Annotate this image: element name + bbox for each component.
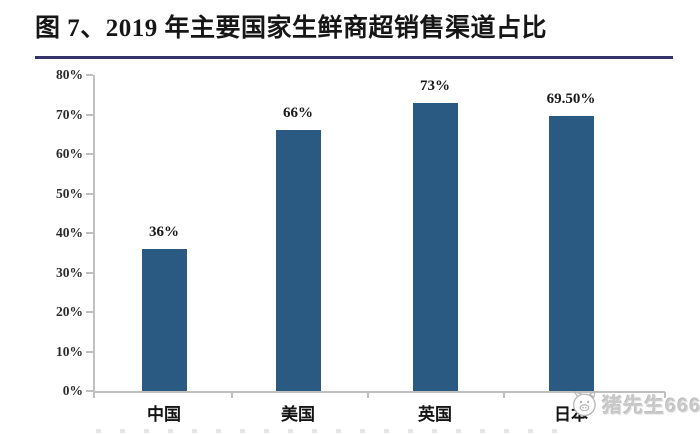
watermark-text: 猪先生666 xyxy=(602,395,700,417)
y-tick-label: 70% xyxy=(56,106,83,122)
bar-value-label: 66% xyxy=(283,105,313,122)
title-underline xyxy=(35,56,673,59)
bar xyxy=(141,248,187,391)
x-axis-line xyxy=(93,391,665,393)
figure-title: 图 7、2019 年主要国家生鲜商超销售渠道占比 xyxy=(35,15,548,42)
y-tick-label: 60% xyxy=(56,146,83,161)
y-tick-label: 20% xyxy=(56,304,83,319)
x-tick xyxy=(503,392,505,398)
y-tick xyxy=(86,74,93,76)
bar xyxy=(548,116,594,391)
y-axis-line xyxy=(93,75,95,391)
y-tick-label: 80% xyxy=(56,67,83,82)
x-tick xyxy=(93,392,95,398)
x-tick xyxy=(664,392,666,398)
category-label: 美国 xyxy=(281,405,315,424)
y-tick xyxy=(86,350,93,353)
y-tick xyxy=(86,271,93,274)
bar-value-label: 69.50% xyxy=(546,91,596,108)
y-tick xyxy=(86,311,93,313)
pig-face-icon xyxy=(573,390,596,416)
watermark: 猪先生666 xyxy=(570,389,700,418)
y-tick-label: 10% xyxy=(56,343,83,359)
y-tick-label: 30% xyxy=(56,264,83,280)
bar-value-label: 36% xyxy=(149,223,179,240)
y-tick-label: 0% xyxy=(62,383,83,398)
y-tick xyxy=(86,232,93,234)
category-label: 中国 xyxy=(147,405,181,424)
y-tick-label: 40% xyxy=(56,225,83,240)
cutoff-text-fragment xyxy=(96,429,564,433)
y-tick xyxy=(86,192,93,195)
x-tick xyxy=(231,392,233,398)
y-tick xyxy=(86,113,93,116)
bar xyxy=(412,102,458,391)
category-label: 英国 xyxy=(418,405,452,424)
y-tick xyxy=(86,153,93,155)
y-tick xyxy=(86,390,93,392)
y-tick-label: 50% xyxy=(56,185,83,201)
bar-value-label: 73% xyxy=(420,77,450,94)
bar xyxy=(275,130,321,391)
x-tick xyxy=(366,392,369,398)
